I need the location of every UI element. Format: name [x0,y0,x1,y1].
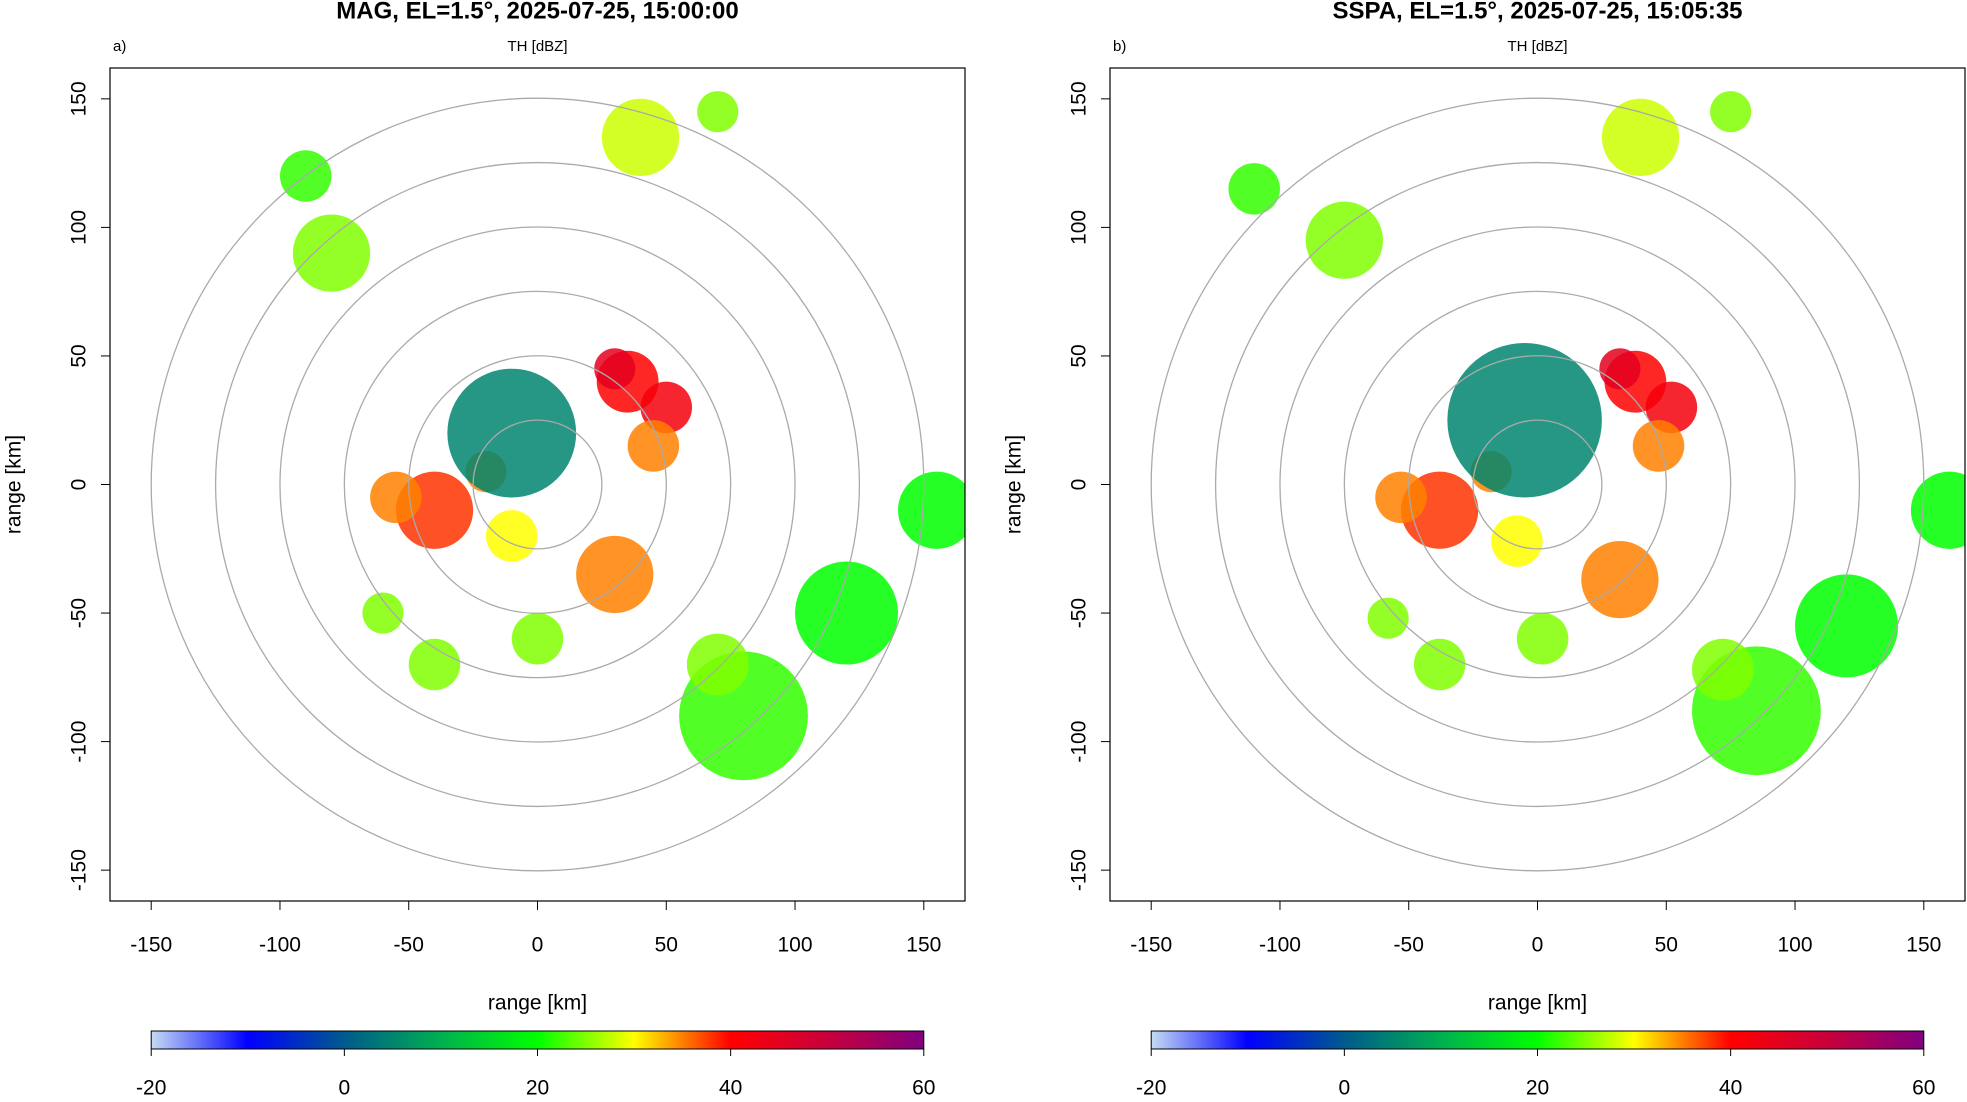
y-tick-label: 100 [1068,210,1091,245]
y-tick-label: -150 [68,849,91,891]
x-tick-label: -100 [259,934,301,957]
echo-cell [686,633,749,696]
y-tick-label: 50 [1068,344,1091,367]
y-tick-label: -50 [68,598,91,628]
colorbar-tick-label: -20 [136,1077,166,1100]
echo-cell [1599,348,1641,390]
y-tick-label: 0 [1068,479,1091,491]
echo-cell [1516,613,1569,665]
chart-title: MAG, EL=1.5°, 2025-07-25, 15:00:00 [336,0,738,24]
y-tick-label: 0 [68,479,91,491]
y-axis-label: range [km] [3,435,26,534]
colorbar-tick-label: 20 [1526,1077,1549,1100]
x-tick-label: 100 [778,934,813,957]
plot-area [150,91,965,872]
colorbar [1150,1030,1925,1050]
echo-cell [1305,201,1383,279]
y-tick-label: -50 [1068,598,1091,628]
x-tick-label: 0 [1532,934,1544,957]
colorbar-tick-label: 20 [526,1077,549,1100]
x-axis-label: range [km] [488,992,587,1015]
echo-cell [1581,540,1659,619]
echo-cell [1447,342,1602,498]
y-tick-label: -100 [68,721,91,763]
colorbar-tick-label: 60 [912,1077,935,1100]
x-tick-label: 50 [655,934,678,957]
chart-title: SSPA, EL=1.5°, 2025-07-25, 15:05:35 [1332,0,1742,24]
subtitle: TH [dBZ] [1507,38,1567,55]
echo-cell [1910,471,1965,549]
range-ring [1472,419,1603,550]
echo-cell [627,420,680,472]
echo-cell [1228,163,1280,215]
range-ring [150,97,925,872]
colorbar-tick-label: -20 [1136,1077,1166,1100]
x-tick-label: -50 [394,934,424,957]
colorbar-tick-label: 40 [719,1077,742,1100]
range-ring [1150,97,1925,872]
echo-cell [447,368,577,498]
x-tick-label: 150 [1906,934,1941,957]
echo-cell [1710,91,1752,133]
colorbar-tick-label: 0 [339,1077,351,1100]
y-axis-label: range [km] [1003,435,1026,534]
x-tick-label: -50 [1394,934,1424,957]
echo-cell [1601,98,1680,177]
echo-cell [1367,597,1409,639]
y-tick-label: -100 [1068,721,1091,763]
echo-cell [576,535,654,614]
echo-cell [370,471,422,524]
echo-cell [1692,638,1754,701]
range-ring [343,290,732,679]
panel-label: b) [1113,38,1126,55]
panel-label: a) [113,38,126,55]
echo-cell [898,471,965,549]
range-ring [1408,355,1667,614]
x-tick-label: 50 [1655,934,1678,957]
echo-cell [601,98,680,177]
x-tick-label: -100 [1259,934,1301,957]
echo-cell [292,214,371,292]
echo-cell [1491,515,1543,567]
range-ring [1343,290,1732,679]
y-tick-label: 150 [68,81,91,116]
x-tick-label: 100 [1778,934,1813,957]
echo-cell [1632,420,1685,472]
range-ring [214,161,861,808]
echo-cell [362,592,404,634]
x-tick-label: 150 [906,934,941,957]
y-tick-label: 50 [68,344,91,367]
colorbar [150,1030,925,1050]
echo-cell [1413,638,1466,691]
echo-cell [1375,471,1427,524]
range-ring [472,419,603,550]
range-ring [279,226,796,743]
range-ring [1214,161,1861,808]
echo-cell [485,510,538,562]
echo-cell [594,348,636,390]
range-ring [1279,226,1796,743]
plot-area [1150,91,1965,872]
colorbar-tick-label: 60 [1912,1077,1935,1100]
echo-cell [408,638,461,691]
y-tick-label: -150 [1068,849,1091,891]
x-tick-label: 0 [532,934,544,957]
colorbar-tick-label: 40 [1719,1077,1742,1100]
echo-cell [795,561,899,665]
y-tick-label: 100 [68,210,91,245]
x-axis-label: range [km] [1488,992,1587,1015]
echo-cell [511,613,564,665]
x-tick-label: -150 [130,934,172,957]
subtitle: TH [dBZ] [507,38,567,55]
y-tick-label: 150 [1068,81,1091,116]
x-tick-label: -150 [1130,934,1172,957]
range-ring [408,355,667,614]
echo-cell [697,91,739,133]
colorbar-tick-label: 0 [1339,1077,1351,1100]
echo-cell [1795,574,1899,678]
